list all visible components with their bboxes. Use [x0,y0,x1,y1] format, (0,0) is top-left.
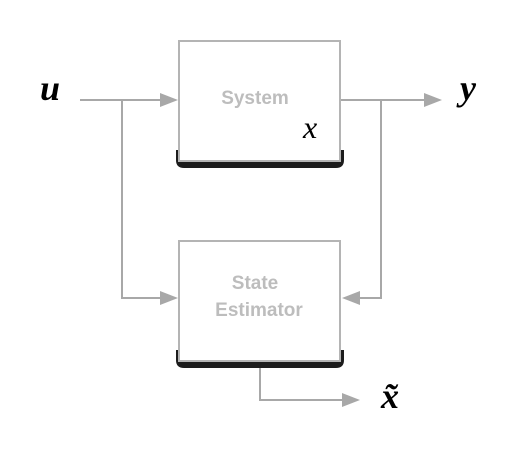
state-estimator-block: State Estimator [176,240,344,368]
estimate-wire [259,362,344,401]
estimator-label-line1: State [232,273,278,294]
output-signal-label: y [456,68,477,108]
estimator-label-line2: Estimator [215,300,303,321]
output-feedback-wire [358,100,382,299]
input-branch-wire [121,100,162,299]
estimator-feedback-arrowhead [342,291,360,305]
output-arrowhead [424,93,442,107]
system-label: System [221,88,289,109]
system-state-label: x [302,109,317,145]
system-input-arrowhead [160,93,178,107]
estimate-signal-label: x̃ [380,376,399,416]
input-signal-label: u [40,68,60,108]
system-block-face [178,40,341,162]
estimator-block-face [178,240,341,362]
system-block: System x [176,40,344,168]
estimate-arrowhead [342,393,360,407]
estimator-input-arrowhead [160,291,178,305]
